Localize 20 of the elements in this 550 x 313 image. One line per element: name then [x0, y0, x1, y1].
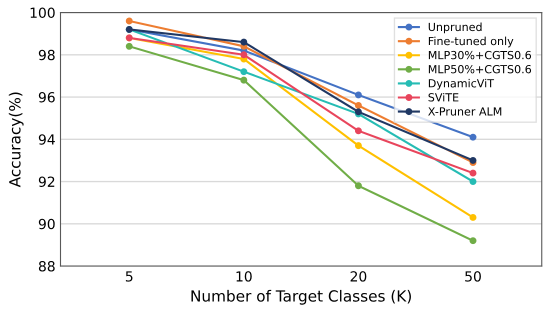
y-tick-label: 92 [38, 176, 54, 188]
y-tick-label: 96 [38, 92, 55, 103]
legend-label: Unpruned [428, 22, 482, 34]
x-tick-label: 20 [350, 271, 366, 282]
legend-label: X-Pruner ALM [428, 107, 502, 116]
legend-label: SViTE [428, 92, 458, 102]
y-tick-label: 94 [38, 134, 55, 145]
legend-label: DynamicViT [428, 78, 494, 90]
legend-label: MLP30%+CGTS0.6 [428, 50, 532, 60]
legend-label: Fine-tuned only [428, 36, 514, 48]
x-tick-label: 50 [465, 271, 481, 282]
legend-label: MLP50%+CGTS0.6 [428, 64, 532, 74]
x-tick-label: 5 [126, 271, 132, 282]
y-tick-label: 90 [38, 218, 55, 230]
x-tick-label: 10 [236, 271, 252, 282]
y-tick-label: 88 [38, 261, 55, 272]
y-axis-title: Accuracy(%) [8, 92, 24, 188]
x-axis-title: Number of Target Classes (K) [191, 290, 411, 305]
y-tick-label: 98 [38, 50, 55, 60]
y-tick-label: 100 [30, 7, 55, 18]
